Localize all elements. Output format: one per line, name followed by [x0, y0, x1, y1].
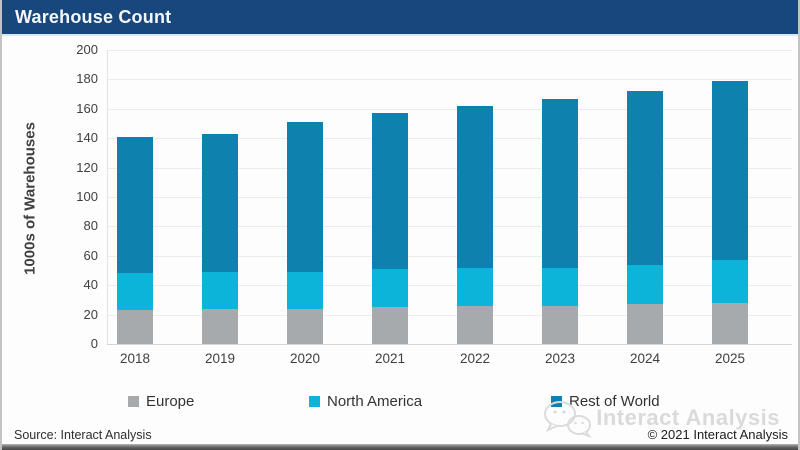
x-tick-2018: 2018 [119, 351, 151, 366]
legend-swatch-icon [551, 396, 562, 407]
bar-segment-2018-rest-of-world [117, 136, 153, 274]
legend-item-north-america: North America [309, 393, 422, 410]
x-tick-2024: 2024 [629, 351, 661, 366]
bar-segment-2018-north-america [117, 273, 153, 311]
y-tick-160: 160 [76, 100, 98, 116]
page-title: Warehouse Count [15, 7, 172, 27]
y-tick-100: 100 [76, 189, 98, 204]
x-tick-2022: 2022 [459, 351, 491, 366]
y-axis-title: 1000s of Warehouses [21, 122, 39, 275]
y-tick-180: 180 [76, 71, 98, 87]
legend-label: Rest of World [569, 393, 660, 410]
bar-segment-2021-europe [372, 307, 408, 344]
gridline-120 [107, 167, 792, 169]
legend-swatch-icon [309, 396, 320, 407]
x-tick-2019: 2019 [204, 351, 236, 366]
gridline-80 [107, 226, 792, 228]
bar-segment-2018-europe [117, 310, 153, 344]
legend-label: Europe [146, 393, 195, 410]
legend-label: North America [327, 393, 423, 410]
legend-swatch-icon [128, 396, 139, 407]
bar-segment-2024-europe [627, 304, 663, 344]
gridline-60 [107, 255, 792, 257]
bar-segment-2021-rest-of-world [372, 113, 408, 270]
bar-segment-2024-north-america [627, 264, 663, 305]
bar-segment-2020-north-america [287, 271, 323, 309]
gridline-100 [107, 197, 792, 198]
gridline-40 [107, 285, 792, 287]
bar-segment-2025-north-america [712, 260, 748, 303]
legend-item-rest-of-world: Rest of World [551, 393, 660, 410]
gridline-200 [107, 50, 792, 51]
bar-segment-2025-europe [712, 302, 748, 344]
gridline-160 [107, 108, 792, 110]
x-tick-2025: 2025 [714, 351, 746, 366]
x-tick-2020: 2020 [289, 351, 321, 366]
y-tick-40: 40 [83, 277, 98, 293]
bar-segment-2022-rest-of-world [457, 105, 493, 268]
copyright-note: © 2021 Interact Analysis [647, 427, 788, 442]
bar-segment-2020-europe [287, 308, 323, 344]
bar-segment-2024-rest-of-world [627, 91, 663, 265]
y-tick-120: 120 [76, 159, 98, 175]
bar-segment-2019-europe [202, 308, 238, 344]
gridline-180 [107, 79, 792, 81]
bar-segment-2023-europe [542, 305, 578, 344]
bar-segment-2023-north-america [542, 267, 578, 306]
y-tick-80: 80 [83, 218, 98, 234]
y-tick-60: 60 [83, 247, 98, 263]
source-note: Source: Interact Analysis [14, 428, 152, 442]
x-tick-2021: 2021 [374, 351, 406, 366]
y-axis-line [107, 50, 108, 344]
bar-segment-2020-rest-of-world [287, 122, 323, 272]
y-tick-20: 20 [83, 306, 98, 322]
y-tick-0: 0 [90, 336, 98, 351]
footer: Source: Interact Analysis © 2021 Interac… [14, 427, 788, 442]
y-tick-200: 200 [76, 42, 98, 57]
bottom-edge-strip [2, 444, 798, 450]
bar-segment-2022-europe [457, 305, 493, 344]
bar-segment-2019-north-america [202, 271, 238, 309]
x-axis-line [107, 344, 792, 345]
y-tick-140: 140 [76, 130, 98, 146]
x-tick-2023: 2023 [544, 351, 576, 366]
gridline-140 [107, 138, 792, 140]
bar-segment-2021-north-america [372, 269, 408, 308]
bar-segment-2025-rest-of-world [712, 80, 748, 261]
gridline-20 [107, 314, 792, 316]
bar-segment-2022-north-america [457, 267, 493, 306]
legend-item-europe: Europe [128, 393, 194, 410]
title-bar: Warehouse Count [2, 0, 798, 36]
bar-segment-2023-rest-of-world [542, 98, 578, 268]
bar-segment-2019-rest-of-world [202, 133, 238, 272]
